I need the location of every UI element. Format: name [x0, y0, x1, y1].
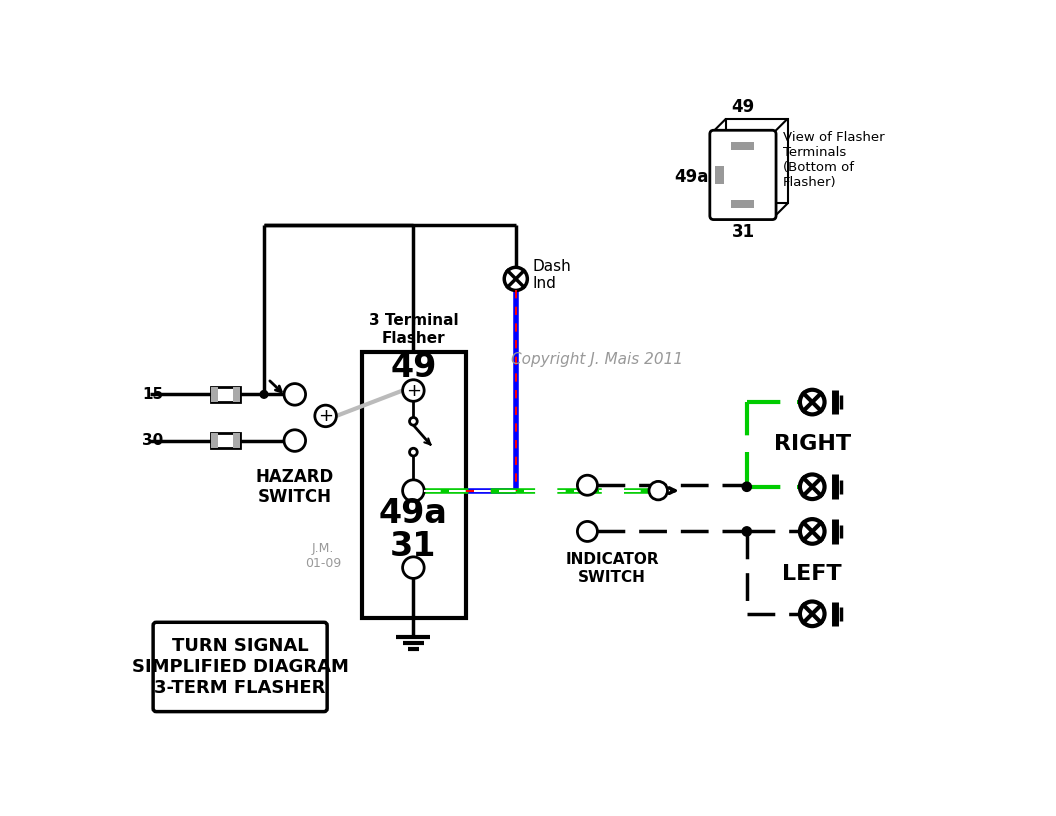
Text: 30: 30 — [143, 433, 164, 448]
Text: 49a: 49a — [674, 168, 709, 186]
Text: 15: 15 — [143, 387, 164, 401]
Bar — [211, 432, 240, 448]
Text: Copyright J. Mais 2011: Copyright J. Mais 2011 — [511, 353, 682, 367]
Text: +: + — [318, 407, 333, 425]
Circle shape — [800, 519, 825, 543]
Bar — [712, 132, 774, 217]
Circle shape — [260, 391, 268, 398]
Text: View of Flasher
Terminals
(Bottom of
Flasher): View of Flasher Terminals (Bottom of Fla… — [782, 131, 885, 188]
Text: J.M.
01-09: J.M. 01-09 — [305, 542, 341, 570]
Bar — [233, 387, 240, 402]
Bar — [362, 352, 466, 618]
Circle shape — [315, 406, 337, 427]
Circle shape — [742, 527, 752, 536]
Text: 49a: 49a — [379, 497, 448, 530]
Text: 31: 31 — [391, 530, 436, 562]
FancyBboxPatch shape — [153, 623, 327, 712]
Circle shape — [800, 474, 825, 499]
Circle shape — [284, 430, 305, 451]
Bar — [233, 432, 240, 448]
Text: INDICATOR
SWITCH: INDICATOR SWITCH — [565, 552, 659, 584]
Text: 49: 49 — [732, 99, 755, 117]
Circle shape — [578, 521, 598, 542]
Circle shape — [402, 379, 425, 401]
Circle shape — [410, 448, 417, 456]
Text: LEFT: LEFT — [782, 564, 842, 583]
Circle shape — [800, 601, 825, 626]
FancyBboxPatch shape — [710, 131, 776, 220]
Text: HAZARD
SWITCH: HAZARD SWITCH — [256, 468, 334, 506]
Text: 31: 31 — [732, 224, 754, 242]
Circle shape — [800, 390, 825, 415]
Circle shape — [742, 482, 752, 491]
Text: 3 Terminal
Flasher: 3 Terminal Flasher — [369, 313, 458, 346]
Circle shape — [402, 557, 425, 579]
Circle shape — [402, 480, 425, 501]
Text: Dash
Ind: Dash Ind — [532, 259, 571, 291]
Bar — [211, 387, 218, 402]
Text: TURN SIGNAL
SIMPLIFIED DIAGRAM
3-TERM FLASHER: TURN SIGNAL SIMPLIFIED DIAGRAM 3-TERM FL… — [132, 637, 348, 697]
Circle shape — [284, 384, 305, 406]
Bar — [715, 166, 724, 184]
Circle shape — [410, 418, 417, 425]
Bar — [211, 387, 240, 402]
Text: 49: 49 — [391, 351, 436, 384]
Bar — [732, 142, 754, 149]
Bar — [727, 118, 788, 203]
Circle shape — [578, 475, 598, 495]
Circle shape — [649, 481, 667, 500]
Bar — [732, 201, 754, 208]
Circle shape — [505, 268, 527, 290]
Bar — [211, 432, 218, 448]
Text: RIGHT: RIGHT — [774, 434, 851, 455]
Text: +: + — [406, 382, 421, 400]
